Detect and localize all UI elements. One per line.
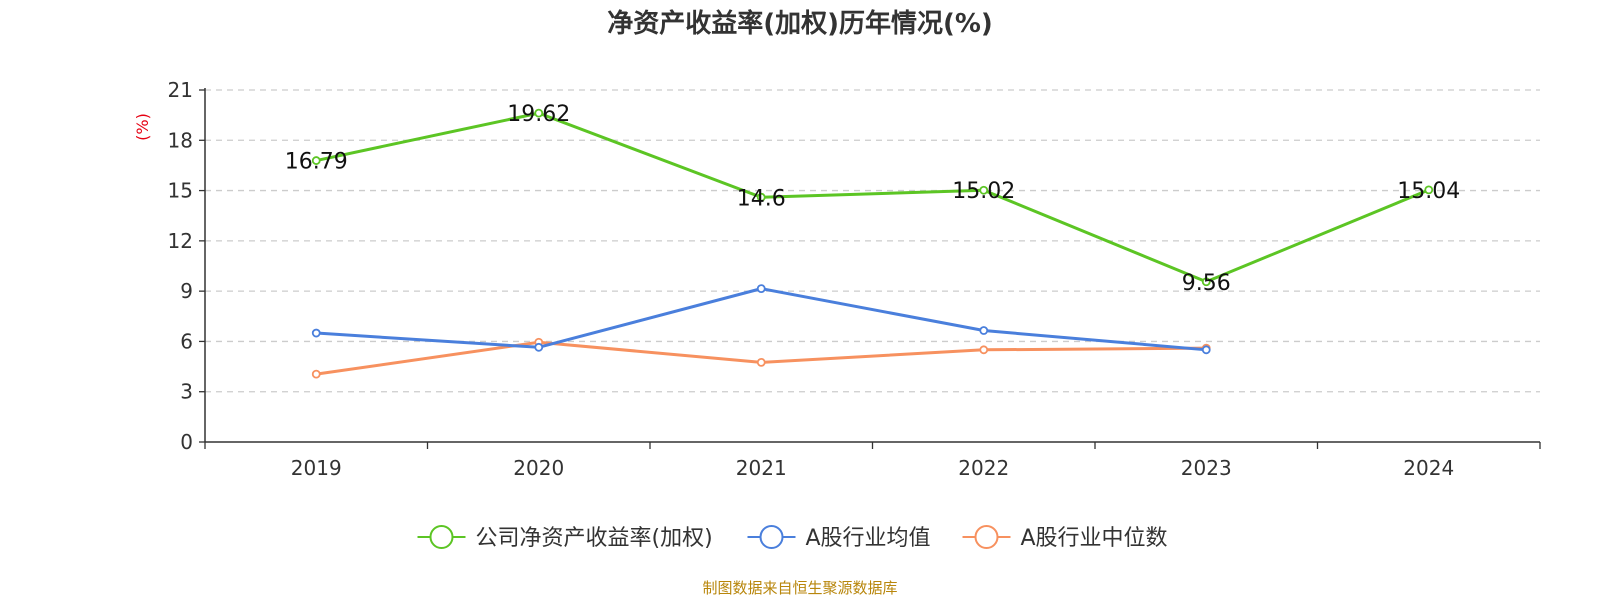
x-tick-label: 2024 bbox=[1403, 456, 1454, 480]
chart-title: 净资产收益率(加权)历年情况(%) bbox=[607, 8, 993, 39]
data-point bbox=[311, 369, 321, 379]
legend-marker bbox=[429, 525, 454, 549]
data-label: 19.62 bbox=[507, 102, 570, 127]
legend-item: A股行业中位数 bbox=[962, 525, 1168, 551]
x-tick-label: 2023 bbox=[1181, 456, 1232, 480]
legend-item: 公司净资产收益率(加权) bbox=[417, 525, 713, 551]
data-point bbox=[311, 156, 321, 165]
data-label: 15.04 bbox=[1397, 179, 1460, 204]
data-point bbox=[1201, 345, 1211, 355]
data-point bbox=[979, 185, 989, 195]
y-tick-label: 15 bbox=[168, 179, 193, 203]
data-point bbox=[756, 357, 766, 367]
data-label: 16.79 bbox=[285, 150, 348, 175]
data-point bbox=[756, 192, 766, 202]
y-tick-label: 6 bbox=[180, 329, 193, 353]
y-tick-label: 3 bbox=[180, 380, 193, 404]
data-point bbox=[979, 345, 989, 355]
series-layer: 16.79 19.62 14.6 15.02 9.56 15.04 bbox=[285, 102, 1460, 379]
legend-marker bbox=[759, 525, 784, 549]
x-tick-label: 2022 bbox=[958, 456, 1009, 480]
data-label: 15.02 bbox=[952, 179, 1015, 204]
y-tick-label: 18 bbox=[168, 128, 193, 152]
y-tick-label: 12 bbox=[168, 229, 193, 253]
data-point bbox=[534, 342, 544, 352]
legend: 公司净资产收益率(加权) A股行业均值 A股行业中位数 bbox=[417, 525, 1168, 551]
y-tick-label: 9 bbox=[180, 279, 193, 303]
x-tick-label: 2021 bbox=[736, 456, 787, 480]
data-point bbox=[1201, 277, 1211, 287]
series-line bbox=[316, 287, 1207, 352]
x-tick-label: 2019 bbox=[291, 456, 342, 480]
series-1 bbox=[311, 284, 1211, 355]
series-line bbox=[315, 111, 1430, 284]
data-point bbox=[756, 284, 766, 294]
y-tick-label: 21 bbox=[168, 78, 193, 102]
data-label: 9.56 bbox=[1182, 271, 1231, 296]
source-note: 制图数据来自恒生聚源数据库 bbox=[702, 579, 897, 597]
x-tick-label: 2020 bbox=[513, 456, 564, 480]
y-tick-label: 0 bbox=[180, 430, 193, 454]
legend-label: 公司净资产收益率(加权) bbox=[476, 526, 713, 551]
legend-label: A股行业中位数 bbox=[1021, 526, 1168, 551]
data-point bbox=[1424, 185, 1434, 195]
legend-label: A股行业均值 bbox=[806, 526, 931, 551]
data-point bbox=[979, 326, 989, 335]
grid-lines bbox=[205, 89, 1540, 393]
data-point bbox=[311, 328, 321, 338]
series-2 bbox=[311, 337, 1211, 379]
axes: 0 3 6 9 12 15 18 21 2019 2020 2021 2022 2023 2024 bbox=[168, 78, 1541, 480]
y-axis-unit: (%) bbox=[133, 113, 152, 141]
data-point bbox=[534, 108, 544, 118]
data-label: 14.6 bbox=[737, 186, 786, 211]
legend-marker bbox=[974, 525, 999, 549]
legend-item: A股行业均值 bbox=[747, 525, 931, 551]
series-0: 16.79 19.62 14.6 15.02 9.56 15.04 bbox=[285, 102, 1460, 296]
